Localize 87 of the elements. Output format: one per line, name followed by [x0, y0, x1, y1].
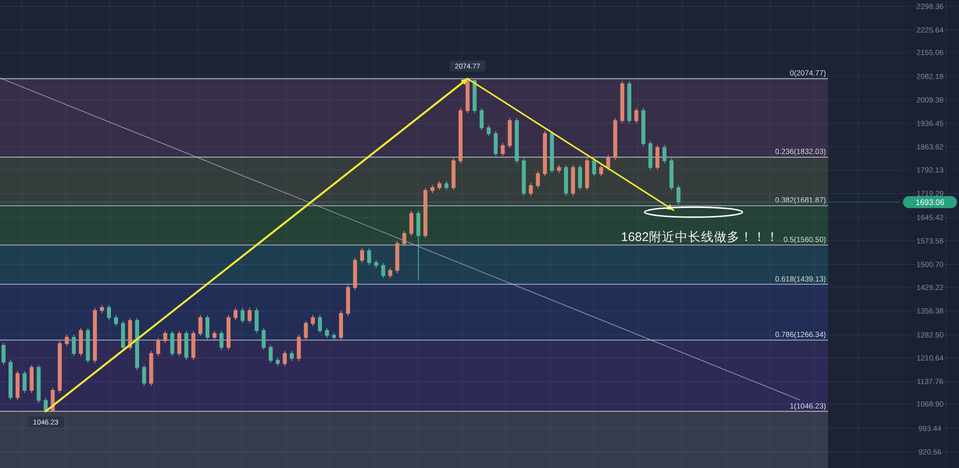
- candlestick: [542, 130, 547, 177]
- candlestick: [662, 144, 666, 164]
- candlestick: [452, 158, 456, 191]
- candlestick: [16, 370, 20, 400]
- candlestick: [135, 318, 140, 370]
- candlestick: [374, 260, 378, 269]
- candlestick: [310, 314, 315, 326]
- candlestick: [409, 210, 414, 236]
- candlestick: [472, 79, 477, 114]
- candlestick: [114, 314, 118, 326]
- candlestick: [177, 330, 182, 356]
- candlestick: [557, 164, 561, 174]
- candlestick: [191, 330, 196, 360]
- candlestick: [486, 124, 491, 137]
- candlestick: [536, 170, 540, 189]
- candlestick: [627, 80, 632, 124]
- candlestick: [324, 328, 329, 338]
- candlestick: [107, 304, 111, 321]
- candlestick: [641, 108, 646, 147]
- candlestick: [514, 118, 519, 164]
- candlestick: [198, 314, 202, 336]
- candlestick: [550, 130, 554, 174]
- candlestick: [676, 184, 680, 206]
- candlestick: [437, 180, 442, 191]
- candlestick: [78, 328, 83, 356]
- candlestick: [304, 320, 308, 340]
- candlestick: [670, 158, 674, 191]
- candlestick: [339, 310, 343, 340]
- candlestick: [634, 108, 638, 124]
- candlestick: [240, 308, 245, 324]
- candlestick: [22, 370, 27, 394]
- candlestick: [184, 330, 188, 360]
- candlestick: [290, 350, 294, 362]
- candlestick: [2, 342, 6, 366]
- candlestick: [205, 314, 210, 340]
- candlestick: [332, 332, 336, 340]
- candlestick: [571, 164, 576, 196]
- candlestick: [585, 158, 590, 191]
- candlestick: [381, 262, 386, 279]
- annotation: 1682附近中长线做多！！！: [621, 230, 779, 244]
- candlestick: [528, 182, 533, 196]
- candlestick: [423, 188, 428, 238]
- candlestick: [444, 180, 448, 191]
- candlestick: [402, 230, 406, 247]
- candlestick: [121, 320, 126, 350]
- candlestick: [212, 330, 216, 340]
- candlestick: [100, 304, 104, 314]
- candlestick: [234, 308, 238, 321]
- candlestick: [564, 164, 568, 196]
- candlestick: [64, 334, 69, 346]
- candlestick: [599, 164, 604, 177]
- candlestick: [262, 328, 266, 350]
- candlestick: [86, 328, 90, 364]
- candlestick: [156, 338, 160, 356]
- candlestick: [592, 158, 596, 177]
- candlestick: [522, 158, 526, 196]
- candlestick: [220, 330, 224, 350]
- candlestick: [480, 108, 484, 131]
- candlestick: [128, 318, 132, 350]
- candlestick: [226, 314, 230, 350]
- candlestick: [416, 210, 420, 281]
- ref-line-label: 1693.06: [916, 198, 946, 208]
- candlestick: [44, 397, 48, 412]
- candlestick: [248, 308, 252, 324]
- candlestick: [268, 344, 273, 364]
- candlestick: [142, 364, 146, 386]
- candlestick: [360, 248, 364, 264]
- candlestick: [648, 140, 652, 171]
- candlestick: [30, 364, 34, 394]
- candlestick: [92, 308, 97, 364]
- candlestick: [72, 334, 76, 356]
- candlestick: [466, 78, 470, 114]
- candlestick: [430, 184, 434, 194]
- candlestick: [353, 257, 358, 291]
- candlestick: [318, 314, 322, 334]
- candlestick: [296, 334, 301, 362]
- candlestick: [149, 350, 154, 386]
- candlestick: [8, 359, 13, 400]
- candlestick: [367, 248, 372, 266]
- candlestick: [254, 308, 259, 334]
- candlestick: [578, 164, 582, 191]
- candlestick: [655, 144, 660, 171]
- candlestick: [494, 130, 498, 157]
- candlestick: [458, 108, 463, 164]
- candlestick: [606, 154, 610, 171]
- candlestick: [36, 364, 41, 404]
- candlestick: [346, 284, 350, 316]
